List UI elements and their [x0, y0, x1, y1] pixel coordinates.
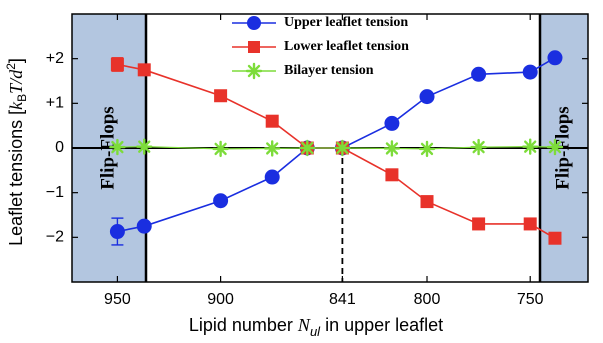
asterisk-stroke [420, 142, 434, 156]
x-tick-label: 800 [414, 291, 441, 308]
asterisk-stroke [548, 140, 562, 154]
series-layer [109, 50, 564, 246]
legend-label: Bilayer tension [284, 63, 374, 78]
y-tick-label: +2 [46, 50, 64, 67]
data-point [472, 217, 486, 231]
data-point [265, 114, 279, 128]
asterisk-stroke [524, 140, 537, 153]
y-tick-label: 0 [55, 139, 64, 156]
asterisk-stroke [266, 142, 279, 155]
axis-labels: Lipid number Nul in upper leaflet Leaflet… [4, 58, 443, 339]
asterisk-stroke [214, 142, 227, 156]
series-1 [110, 57, 562, 245]
asterisk-stroke [138, 140, 151, 153]
data-point [522, 138, 539, 155]
data-point [548, 231, 562, 245]
y-tick-label: −1 [46, 184, 64, 201]
data-point [136, 218, 152, 234]
data-point [384, 115, 400, 131]
legend: Upper leaflet tension Lower leaflet tensi… [232, 15, 409, 80]
asterisk-stroke [111, 140, 124, 154]
data-point [334, 139, 351, 157]
data-point [110, 57, 124, 71]
data-point [420, 195, 434, 209]
data-point [264, 140, 281, 157]
legend-label: Lower leaflet tension [284, 39, 409, 54]
x-tick-label: 750 [517, 291, 544, 308]
data-point [471, 66, 487, 82]
data-point [214, 89, 228, 103]
data-point [522, 64, 538, 80]
y-tick-label: −2 [46, 229, 64, 246]
y-axis-title: Leaflet tensions [kBT/d2] [4, 58, 29, 246]
legend-label: Upper leaflet tension [284, 15, 408, 30]
data-point [523, 217, 537, 231]
asterisk-stroke [301, 141, 314, 155]
data-point [213, 193, 229, 209]
x-tick-label: 900 [207, 291, 234, 308]
asterisk-stroke [472, 140, 485, 154]
data-point [212, 140, 229, 158]
data-point [109, 224, 125, 240]
asterisk-stroke [336, 141, 349, 155]
x-tick-label: 841 [329, 291, 356, 308]
data-point [546, 138, 564, 156]
data-point [264, 169, 280, 185]
data-point [385, 168, 399, 182]
legend-marker [248, 41, 260, 53]
data-point [470, 138, 487, 156]
data-point [299, 139, 316, 157]
asterisk-stroke [247, 64, 261, 78]
data-point [418, 140, 436, 158]
data-point [419, 89, 435, 105]
data-point [136, 138, 153, 155]
legend-marker [245, 62, 263, 80]
data-point [547, 50, 563, 66]
x-tick-label: 950 [104, 291, 131, 308]
asterisk-stroke [385, 142, 399, 155]
data-point [137, 63, 151, 77]
y-tick-label: +1 [46, 95, 64, 112]
legend-marker [247, 16, 261, 30]
data-point [109, 138, 126, 156]
x-axis-title: Lipid number Nul in upper leaflet [189, 315, 443, 339]
data-point [383, 140, 401, 157]
series-2 [109, 138, 564, 158]
